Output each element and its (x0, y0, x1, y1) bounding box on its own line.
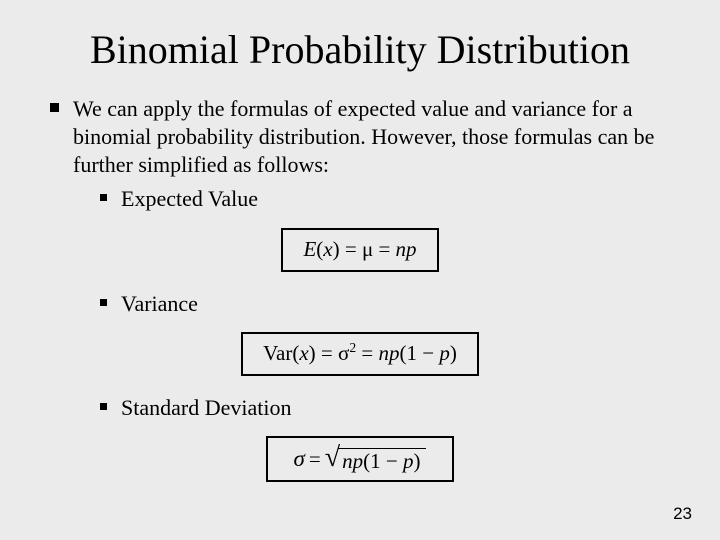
eq: = (309, 447, 321, 472)
formula-variance: Var(x) = σ2 = np(1 − p) (241, 332, 479, 376)
square-bullet-icon (100, 403, 107, 410)
bullet-variance: Variance (100, 290, 680, 318)
mu-symbol: μ (362, 237, 373, 261)
page-title: Binomial Probability Distribution (40, 26, 680, 73)
sqrt-icon: √ np(1 − p) (325, 444, 427, 474)
var-rhs2: (1 − (399, 341, 439, 365)
expected-value-label: Expected Value (121, 185, 258, 213)
ev-rhs: np (396, 237, 417, 261)
formula-expected-value: E(x) = μ = np (281, 228, 438, 272)
var-rhs3: p (439, 341, 450, 365)
bullet-expected-value: Expected Value (100, 185, 680, 213)
sigma-symbol: σ (294, 446, 305, 472)
page-number: 23 (673, 504, 692, 524)
var-rhs4: ) (450, 341, 457, 365)
bullet-std-dev: Standard Deviation (100, 394, 680, 422)
rad2: (1 − (363, 449, 403, 473)
formula-std-dev: σ = √ np(1 − p) (266, 436, 455, 482)
variance-label: Variance (121, 290, 198, 318)
formula-std-dev-wrap: σ = √ np(1 − p) (40, 436, 680, 482)
square-bullet-icon (100, 194, 107, 201)
rad3: p (403, 449, 414, 473)
radicand: np(1 − p) (338, 448, 426, 474)
formula-expected-value-wrap: E(x) = μ = np (40, 228, 680, 272)
intro-text: We can apply the formulas of expected va… (73, 95, 680, 179)
square-bullet-icon (50, 103, 59, 112)
ev-var: x (323, 237, 332, 261)
rad4: ) (413, 449, 420, 473)
var-rhs1: np (378, 341, 399, 365)
square-bullet-icon (100, 299, 107, 306)
bullet-intro: We can apply the formulas of expected va… (50, 95, 680, 179)
var-var: x (299, 341, 308, 365)
slide: Binomial Probability Distribution We can… (0, 0, 720, 540)
var-lhs: Var (263, 341, 292, 365)
sigma-symbol: σ (338, 341, 349, 365)
formula-variance-wrap: Var(x) = σ2 = np(1 − p) (40, 332, 680, 376)
std-dev-label: Standard Deviation (121, 394, 291, 422)
rad1: np (342, 449, 363, 473)
ev-lhs: E (303, 237, 316, 261)
